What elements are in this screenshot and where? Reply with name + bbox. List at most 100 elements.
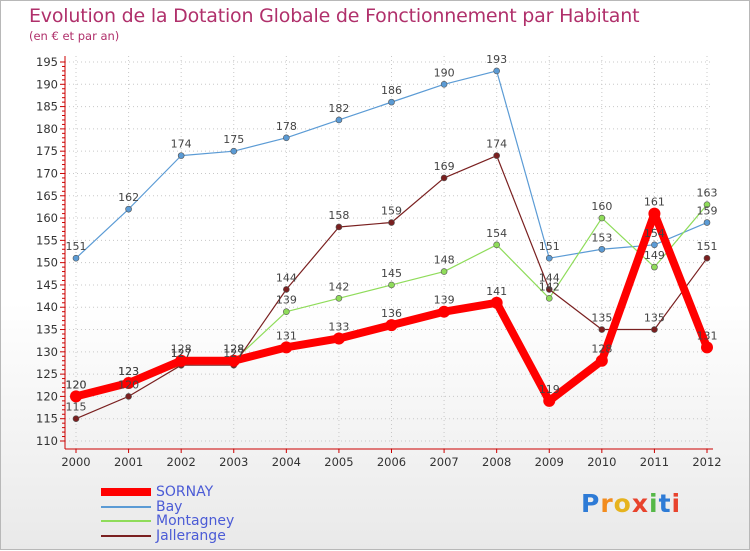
x-tick-label: 2002: [167, 455, 196, 469]
data-label-bay: 190: [434, 66, 455, 79]
data-label-montagney: 142: [539, 280, 560, 293]
proxiti-logo: Proxiti: [581, 489, 682, 518]
data-point-jallerange: [388, 219, 395, 226]
data-label-montagney: 148: [434, 254, 455, 267]
data-point-sornay: [490, 296, 503, 309]
data-point-bay: [651, 241, 658, 249]
data-label-sornay: 123: [118, 365, 139, 378]
legend-swatch-sornay: [101, 488, 151, 496]
data-point-montagney: [388, 281, 395, 289]
data-point-montagney: [545, 295, 553, 302]
data-point-jallerange: [598, 326, 606, 333]
data-point-bay: [177, 152, 185, 159]
y-tick-label: 170: [36, 166, 58, 180]
y-tick-label: 195: [36, 55, 58, 69]
data-point-montagney: [440, 268, 448, 275]
data-label-bay: 151: [539, 240, 560, 253]
data-point-jallerange: [283, 286, 290, 293]
data-label-sornay: 133: [328, 320, 349, 333]
legend-label-bay: Bay: [156, 498, 183, 515]
data-label-bay: 174: [171, 138, 192, 151]
data-label-sornay: 128: [591, 343, 612, 356]
y-tick-label: 175: [36, 144, 58, 158]
data-point-bay: [703, 219, 711, 226]
data-point-bay: [440, 80, 448, 88]
data-point-montagney: [703, 201, 711, 208]
data-point-jallerange: [703, 254, 711, 262]
data-label-jallerange: 127: [223, 347, 244, 360]
data-point-bay: [125, 205, 132, 213]
data-label-sornay: 128: [223, 343, 244, 356]
data-point-bay: [545, 254, 553, 262]
data-point-bay: [493, 67, 500, 75]
x-tick-label: 2012: [692, 455, 721, 469]
data-label-jallerange: 151: [697, 240, 718, 253]
data-label-sornay: 161: [644, 196, 665, 209]
data-label-jallerange: 135: [644, 312, 665, 325]
chart-title: Evolution de la Dotation Globale de Fonc…: [29, 5, 640, 27]
data-label-montagney: 149: [644, 249, 665, 262]
data-point-sornay: [595, 354, 608, 367]
data-label-montagney: 128: [223, 343, 244, 356]
data-point-jallerange: [125, 393, 132, 400]
x-tick-label: 2001: [114, 455, 143, 469]
legend-label-montagney: Montagney: [156, 513, 235, 529]
y-tick-label: 165: [36, 189, 58, 203]
data-label-jallerange: 115: [66, 401, 87, 414]
legend-swatch-bay: [101, 505, 151, 508]
y-tick-label: 125: [36, 367, 58, 381]
data-point-sornay: [438, 305, 451, 318]
y-tick-label: 180: [36, 122, 58, 136]
y-tick-label: 160: [36, 211, 58, 225]
data-label-bay: 178: [276, 120, 297, 133]
data-label-bay: 151: [66, 240, 87, 253]
data-label-sornay: 141: [486, 285, 507, 298]
data-label-bay: 175: [223, 133, 244, 146]
data-point-montagney: [493, 241, 500, 249]
data-label-jallerange: 174: [486, 138, 507, 151]
legend-label-sornay: SORNAY: [156, 484, 214, 500]
data-label-bay: 159: [697, 205, 718, 218]
data-point-sornay: [280, 341, 293, 354]
data-point-sornay: [543, 394, 556, 407]
data-label-bay: 154: [644, 227, 665, 240]
data-label-montagney: 163: [697, 187, 718, 200]
x-tick-label: 2006: [377, 455, 406, 469]
chart-subtitle: (en € et par an): [29, 29, 120, 43]
data-label-jallerange: 158: [328, 209, 349, 222]
data-point-jallerange: [651, 326, 658, 333]
data-point-bay: [72, 254, 80, 262]
y-tick-label: 135: [36, 323, 58, 337]
y-tick-label: 130: [36, 345, 58, 359]
y-tick-label: 150: [36, 256, 58, 270]
data-label-jallerange: 120: [118, 378, 139, 391]
y-tick-label: 115: [36, 412, 58, 426]
data-point-sornay: [122, 377, 135, 390]
data-point-sornay: [227, 354, 240, 367]
data-label-montagney: 160: [591, 200, 612, 213]
y-tick-label: 185: [36, 100, 58, 114]
data-label-montagney: 154: [486, 227, 507, 240]
y-tick-label: 190: [36, 77, 58, 91]
data-label-montagney: 120: [66, 378, 87, 391]
y-tick-label: 140: [36, 300, 58, 314]
data-label-sornay: 120: [66, 378, 87, 391]
data-point-bay: [283, 134, 290, 142]
data-label-sornay: 139: [434, 294, 455, 307]
x-tick-label: 2005: [324, 455, 353, 469]
data-label-montagney: 142: [328, 280, 349, 293]
data-label-bay: 193: [486, 53, 507, 66]
data-label-jallerange: 127: [171, 347, 192, 360]
x-tick-label: 2011: [640, 455, 669, 469]
data-label-bay: 182: [328, 102, 349, 115]
data-label-montagney: 127: [171, 347, 192, 360]
y-tick-label: 155: [36, 233, 58, 247]
data-label-bay: 153: [591, 231, 612, 244]
data-label-sornay: 119: [539, 383, 560, 396]
data-label-sornay: 136: [381, 307, 402, 320]
data-label-sornay: 131: [697, 329, 718, 342]
legend-swatch-montagney: [101, 520, 151, 522]
data-point-jallerange: [493, 152, 500, 159]
